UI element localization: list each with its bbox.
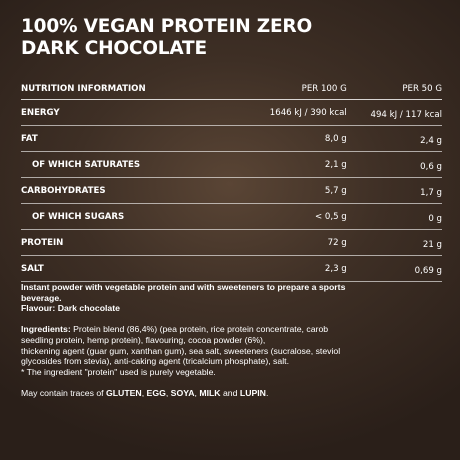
- table-row: SALT 2,3 g 0,69 g: [21, 255, 442, 282]
- description-line-1: Instant powder with vegetable protein an…: [21, 282, 346, 292]
- row-label-salt: SALT: [21, 255, 227, 282]
- row-label-sugars: OF WHICH SUGARS: [21, 203, 227, 230]
- table-header-row: NUTRITION INFORMATION PER 100 G PER 50 G: [21, 78, 442, 100]
- ingredients-line-1: Protein blend (86,4%) (pea protein, rice…: [70, 324, 329, 335]
- ingredients-label: Ingredients:: [21, 324, 71, 335]
- row-value-per100: 2,1 g: [226, 151, 347, 178]
- allergens-prefix: May contain traces of: [21, 387, 106, 398]
- product-title: 100% VEGAN PROTEIN ZERO DARK CHOCOLATE: [21, 16, 312, 60]
- row-value-per50: 0,6 g: [346, 151, 442, 178]
- description: Instant powder with vegetable protein an…: [21, 282, 441, 314]
- table-row: PROTEIN 72 g 21 g: [21, 229, 442, 256]
- row-value-per50: 0 g: [346, 203, 442, 230]
- row-value-per50: 0,69 g: [346, 255, 442, 282]
- allergen-separator: ,: [165, 387, 171, 398]
- allergen-separator: ,: [141, 387, 147, 398]
- allergen-gluten: GLUTEN: [105, 387, 142, 398]
- title-line-1: 100% VEGAN PROTEIN ZERO: [21, 16, 312, 37]
- row-value-per50: 21 g: [346, 229, 442, 256]
- label-text: Instant powder with vegetable protein an…: [21, 282, 441, 399]
- row-value-per100: 2,3 g: [226, 255, 347, 282]
- row-value-per100: 1646 kJ / 390 kcal: [226, 99, 347, 126]
- allergen-separator: ,: [194, 387, 200, 398]
- table-row: ENERGY 1646 kJ / 390 kcal 494 kJ / 117 k…: [21, 99, 442, 126]
- header-nutrition-information: NUTRITION INFORMATION: [21, 78, 227, 100]
- row-value-per50: 494 kJ / 117 kcal: [346, 99, 442, 126]
- row-value-per100: 8,0 g: [226, 125, 347, 152]
- nutrition-table: NUTRITION INFORMATION PER 100 G PER 50 G…: [21, 78, 442, 282]
- table-row: OF WHICH SATURATES 2,1 g 0,6 g: [21, 151, 442, 178]
- ingredients-note: * The ingredient "protein" used is purel…: [21, 366, 216, 377]
- table-row: FAT 8,0 g 2,4 g: [21, 125, 442, 152]
- allergen-lupin: LUPIN: [239, 387, 266, 398]
- row-value-per50: 2,4 g: [346, 125, 442, 152]
- flavour-value: Dark chocolate: [57, 303, 120, 314]
- ingredients: Ingredients: Protein blend (86,4%) (pea …: [21, 324, 441, 377]
- allergens: May contain traces of GLUTEN, EGG, SOYA,…: [21, 388, 441, 399]
- allergen-egg: EGG: [146, 387, 166, 398]
- allergen-soya: SOYA: [170, 387, 195, 398]
- ingredients-line-2: seedling protein, hemp protein), flavour…: [21, 334, 266, 345]
- allergen-end: .: [265, 387, 269, 398]
- flavour-label: Flavour:: [21, 303, 58, 314]
- allergen-and: and: [220, 387, 240, 398]
- row-label-fat: FAT: [21, 125, 227, 152]
- spacer: [21, 314, 441, 325]
- row-label-carbohydrates: CARBOHYDRATES: [21, 177, 227, 204]
- row-label-saturates: OF WHICH SATURATES: [21, 151, 227, 178]
- header-per-100g: PER 100 G: [226, 78, 347, 100]
- ingredients-line-3: thickening agent (guar gum, xanthan gum)…: [21, 345, 341, 356]
- row-value-per100: 5,7 g: [226, 177, 347, 204]
- spacer: [21, 377, 441, 388]
- row-value-per100: < 0,5 g: [226, 203, 347, 230]
- row-value-per100: 72 g: [226, 229, 347, 256]
- title-line-2: DARK CHOCOLATE: [21, 38, 207, 59]
- table-row: OF WHICH SUGARS < 0,5 g 0 g: [21, 203, 442, 230]
- allergen-milk: MILK: [199, 387, 221, 398]
- row-label-energy: ENERGY: [21, 99, 227, 126]
- ingredients-line-4: glycosides from stevia), anti-caking age…: [21, 356, 289, 367]
- row-value-per50: 1,7 g: [346, 177, 442, 204]
- header-per-50g: PER 50 G: [346, 78, 442, 100]
- description-line-2: beverage.: [21, 292, 62, 303]
- row-label-protein: PROTEIN: [21, 229, 227, 256]
- table-row: CARBOHYDRATES 5,7 g 1,7 g: [21, 177, 442, 204]
